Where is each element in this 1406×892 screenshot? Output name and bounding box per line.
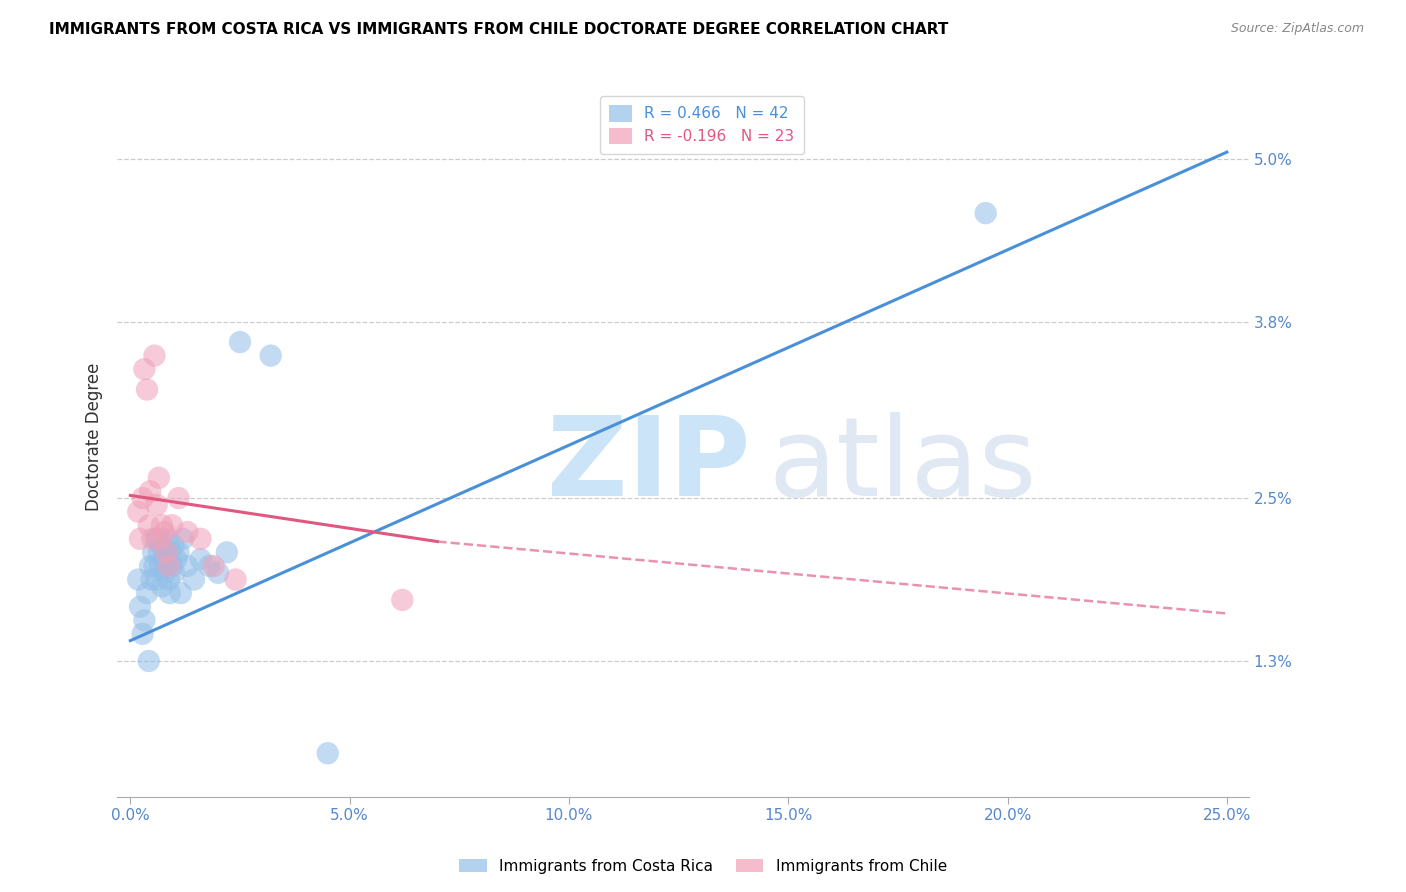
Point [139, 484, 162, 499]
Point [229, 334, 252, 349]
Point [165, 552, 187, 566]
Point [176, 559, 198, 574]
Point [153, 566, 176, 580]
Point [127, 573, 149, 587]
Point [152, 552, 174, 566]
Point [260, 349, 283, 363]
Point [172, 532, 194, 546]
Point [160, 559, 183, 574]
Text: IMMIGRANTS FROM COSTA RICA VS IMMIGRANTS FROM CHILE DOCTORATE DEGREE CORRELATION: IMMIGRANTS FROM COSTA RICA VS IMMIGRANTS… [49, 22, 949, 37]
Point [157, 573, 180, 587]
Point [162, 539, 184, 553]
Point [134, 613, 156, 627]
Point [136, 586, 159, 600]
Point [215, 545, 238, 559]
Point [146, 532, 169, 546]
Point [149, 532, 172, 546]
Point [155, 545, 177, 559]
Point [139, 559, 162, 574]
Point [190, 552, 212, 566]
Point [148, 471, 170, 485]
Point [170, 586, 193, 600]
Y-axis label: Doctorate Degree: Doctorate Degree [86, 363, 103, 511]
Point [141, 573, 163, 587]
Point [157, 559, 180, 574]
Point [202, 559, 225, 574]
Point [129, 599, 152, 614]
Legend: R = 0.466   N = 42, R = -0.196   N = 23: R = 0.466 N = 42, R = -0.196 N = 23 [600, 95, 804, 153]
Point [145, 573, 167, 587]
Text: atlas: atlas [768, 412, 1036, 519]
Point [974, 206, 997, 220]
Point [131, 491, 153, 505]
Point [136, 383, 159, 397]
Text: ZIP: ZIP [547, 412, 751, 519]
Point [141, 532, 163, 546]
Point [176, 524, 198, 539]
Point [316, 746, 339, 760]
Point [153, 524, 176, 539]
Point [167, 545, 190, 559]
Point [131, 627, 153, 641]
Point [159, 545, 181, 559]
Point [145, 532, 167, 546]
Point [225, 573, 247, 587]
Point [198, 559, 221, 574]
Point [163, 566, 186, 580]
Point [143, 559, 166, 574]
Text: Source: ZipAtlas.com: Source: ZipAtlas.com [1230, 22, 1364, 36]
Point [160, 518, 183, 533]
Point [156, 532, 179, 546]
Point [183, 573, 205, 587]
Point [145, 498, 167, 512]
Point [127, 505, 149, 519]
Point [138, 518, 160, 533]
Point [155, 559, 177, 574]
Point [391, 593, 413, 607]
Point [134, 362, 156, 376]
Legend: Immigrants from Costa Rica, Immigrants from Chile: Immigrants from Costa Rica, Immigrants f… [453, 853, 953, 880]
Point [143, 349, 166, 363]
Point [159, 586, 181, 600]
Point [207, 566, 229, 580]
Point [155, 545, 177, 559]
Point [138, 654, 160, 668]
Point [190, 532, 212, 546]
Point [142, 545, 165, 559]
Point [150, 518, 173, 533]
Point [148, 545, 170, 559]
Point [150, 539, 173, 553]
Point [150, 579, 173, 593]
Point [167, 491, 190, 505]
Point [129, 532, 152, 546]
Point [149, 559, 172, 574]
